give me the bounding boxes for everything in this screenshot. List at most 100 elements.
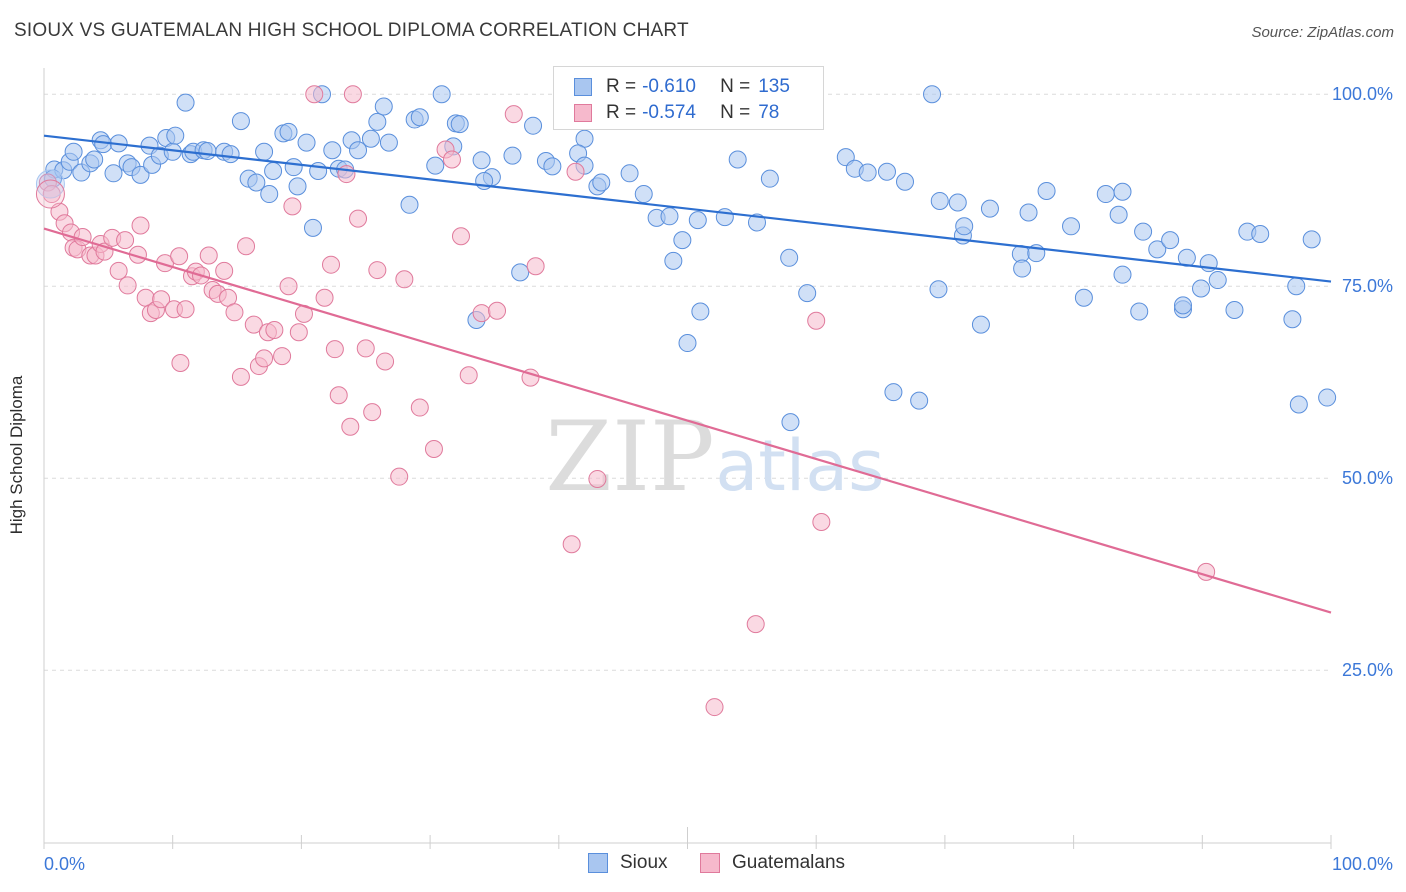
point-sioux <box>426 156 445 175</box>
point-sioux <box>260 185 279 204</box>
legend-row-sioux: R = -0.610 N = 135 <box>554 75 790 99</box>
watermark: ZIP atlas <box>545 401 884 513</box>
point-sioux <box>221 145 240 164</box>
point-sioux <box>264 162 283 180</box>
point-sioux <box>678 334 697 353</box>
point-sioux <box>255 142 274 161</box>
point-guatemalans <box>451 227 470 246</box>
point-guatemalans <box>746 615 765 634</box>
point-sioux <box>1287 277 1306 296</box>
point-guatemalans <box>343 85 362 104</box>
point-guatemalans <box>305 85 324 104</box>
legend-r-value: -0.574 <box>642 102 696 123</box>
point-sioux <box>288 177 307 196</box>
point-sioux <box>524 116 543 135</box>
point-guatemalans <box>273 347 292 366</box>
point-sioux <box>691 302 710 321</box>
legend-swatch-guatemalans <box>574 104 592 122</box>
chart-title: SIOUX VS GUATEMALAN HIGH SCHOOL DIPLOMA … <box>14 20 689 41</box>
point-sioux <box>673 231 692 250</box>
point-sioux <box>1148 240 1167 259</box>
point-sioux <box>1037 181 1056 200</box>
point-guatemalans <box>363 403 382 422</box>
bottom-legend-swatch-guatemalans <box>700 853 720 873</box>
point-sioux <box>910 391 929 410</box>
point-sioux <box>297 133 316 152</box>
trend-line-guatemalans <box>43 227 1332 614</box>
point-sioux <box>166 126 185 145</box>
point-guatemalans <box>289 323 308 342</box>
point-guatemalans <box>376 352 395 371</box>
point-guatemalans <box>315 288 334 307</box>
y-tick-label: 100.0% <box>1332 84 1393 104</box>
point-guatemalans <box>705 698 724 717</box>
bottom-legend-guatemalans[interactable]: Guatemalans <box>700 852 845 874</box>
point-sioux <box>664 251 683 270</box>
legend-swatch-sioux <box>574 78 592 96</box>
point-sioux <box>884 383 903 402</box>
point-sioux <box>85 150 104 169</box>
point-sioux <box>64 142 83 161</box>
legend-r-label: R = <box>606 76 637 97</box>
point-guatemalans <box>807 311 826 330</box>
point-sioux <box>728 150 747 169</box>
point-sioux <box>1173 296 1192 315</box>
point-guatemalans <box>171 354 190 372</box>
point-sioux <box>176 93 195 112</box>
y-tick-label: 25.0% <box>1342 660 1393 680</box>
point-guatemalans <box>131 216 150 235</box>
point-guatemalans <box>504 105 523 124</box>
y-axis-label: High School Diploma <box>7 375 26 535</box>
bottom-legend-sioux[interactable]: Sioux <box>588 852 668 874</box>
point-sioux <box>980 199 999 218</box>
point-guatemalans <box>176 300 195 319</box>
point-guatemalans <box>349 209 368 228</box>
point-sioux <box>634 185 653 204</box>
point-sioux <box>374 97 393 116</box>
point-guatemalans <box>225 303 244 322</box>
point-sioux <box>323 141 342 160</box>
point-sioux <box>349 141 368 160</box>
x-tick-labels: 0.0% 100.0% <box>44 854 1393 874</box>
legend-r-label: R = <box>606 102 637 123</box>
point-guatemalans <box>152 290 171 309</box>
point-guatemalans <box>255 349 274 368</box>
point-sioux <box>1302 230 1321 249</box>
point-sioux <box>131 165 150 184</box>
point-sioux <box>511 263 530 282</box>
point-sioux <box>303 218 322 237</box>
point-sioux <box>1013 259 1032 278</box>
point-sioux <box>896 172 915 191</box>
point-guatemalans <box>237 237 256 256</box>
legend-box: R = -0.610 N = 135 R = -0.574 N = 78 <box>553 66 824 130</box>
point-guatemalans <box>395 270 414 289</box>
point-sioux <box>1096 185 1115 204</box>
point-sioux <box>1109 205 1128 224</box>
point-guatemalans <box>199 246 218 265</box>
point-sioux <box>1225 301 1244 320</box>
point-sioux <box>1161 231 1180 250</box>
point-guatemalans <box>562 535 581 554</box>
point-guatemalans <box>410 398 429 417</box>
point-guatemalans <box>472 304 491 323</box>
point-sioux <box>620 164 639 183</box>
point-sioux <box>503 146 522 165</box>
point-sioux <box>1134 222 1153 241</box>
point-guatemalans <box>368 261 387 280</box>
point-sioux <box>104 164 123 183</box>
point-sioux <box>279 122 298 141</box>
point-sioux <box>955 217 974 236</box>
point-sioux <box>1289 395 1308 414</box>
point-sioux <box>1208 271 1227 290</box>
point-sioux <box>1113 265 1132 284</box>
point-guatemalans <box>265 320 284 339</box>
point-sioux <box>1074 288 1093 307</box>
point-sioux <box>472 151 491 170</box>
point-sioux <box>923 85 942 104</box>
bottom-legend-swatch-sioux <box>588 853 608 873</box>
point-guatemalans <box>329 386 348 405</box>
point-guatemalans <box>244 315 263 334</box>
point-sioux <box>1019 203 1038 222</box>
point-sioux <box>948 193 967 212</box>
